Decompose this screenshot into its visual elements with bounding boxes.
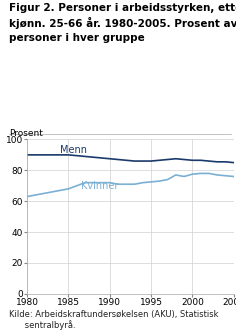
Text: Figur 2. Personer i arbeidsstyrken, etter
kjønn. 25-66 år. 1980-2005. Prosent av: Figur 2. Personer i arbeidsstyrken, ette…: [9, 3, 236, 42]
Text: Prosent: Prosent: [9, 129, 43, 138]
Text: Kvinner: Kvinner: [81, 181, 118, 191]
Text: Kilde: Arbeidskraftundersøkelsen (AKU), Statistisk
      sentralbyrå.: Kilde: Arbeidskraftundersøkelsen (AKU), …: [9, 310, 219, 330]
Text: Menn: Menn: [60, 144, 87, 155]
